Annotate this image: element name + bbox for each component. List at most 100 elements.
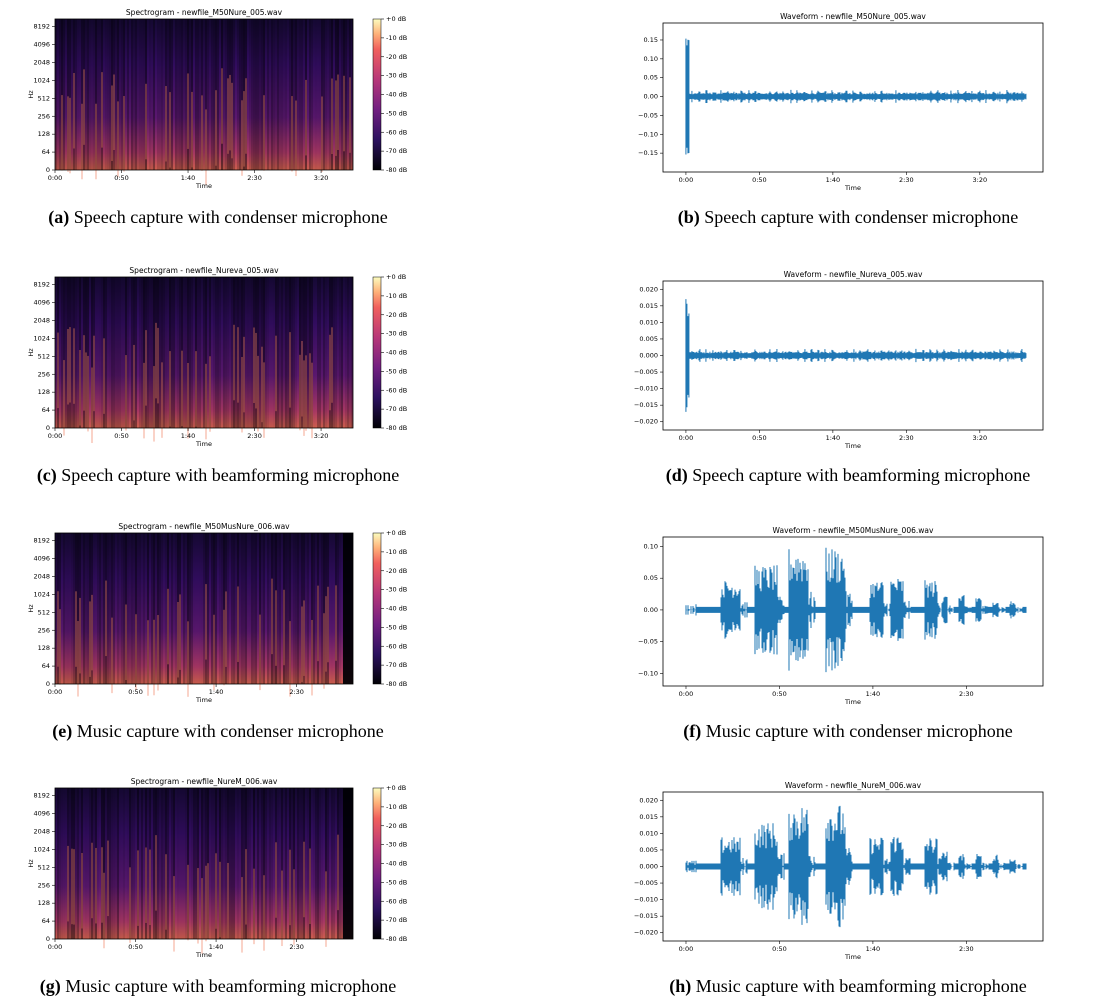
y-tick-label: 128 <box>38 899 50 907</box>
spectrogram-texture <box>243 91 245 166</box>
x-tick-label: 3:20 <box>314 432 329 440</box>
spectrogram-texture <box>157 615 159 691</box>
spectrogram-texture <box>249 533 251 684</box>
plot-title: Waveform - newfile_M50MusNure_006.wav <box>773 526 934 535</box>
colorbar-tick-label: -10 dB <box>386 803 407 811</box>
spectrogram-texture <box>109 788 111 939</box>
colorbar-tick-label: -50 dB <box>386 878 407 886</box>
y-tick-label: 0 <box>46 680 50 688</box>
x-axis-label: Time <box>844 698 861 706</box>
spectrogram-texture <box>319 277 321 428</box>
spectrogram-texture <box>99 277 101 428</box>
colorbar-tick-label: -80 dB <box>386 680 407 688</box>
spectrogram-texture <box>299 355 301 431</box>
y-tick-label: 1024 <box>33 845 50 853</box>
y-tick-label: 1024 <box>33 76 50 84</box>
spectrogram-texture <box>279 277 281 428</box>
x-tick-label: 2:30 <box>247 174 262 182</box>
spectrogram-texture <box>341 788 343 939</box>
colorbar-tick-label: +0 dB <box>386 273 406 281</box>
spectrogram-texture <box>255 333 257 409</box>
spectrogram-texture <box>229 788 231 939</box>
spectrogram-texture <box>341 19 343 170</box>
x-tick-label: 0:50 <box>114 432 129 440</box>
spectrogram-texture <box>171 19 173 170</box>
x-tick-label: 2:30 <box>959 690 974 698</box>
spectrogram-texture <box>205 584 207 660</box>
spectrogram-texture <box>311 788 313 939</box>
spectrogram-texture <box>209 19 211 170</box>
x-tick-label: 0:00 <box>679 945 694 953</box>
x-tick-label: 0:00 <box>48 174 63 182</box>
spectrogram-texture <box>67 846 69 922</box>
spectrogram-texture <box>177 277 179 428</box>
waveform-trace <box>686 39 1026 155</box>
spectrogram-texture <box>59 277 61 428</box>
spectrogram-texture <box>75 591 77 667</box>
spectrogram-texture <box>159 19 161 170</box>
spectrogram-texture <box>153 788 155 939</box>
y-axis-label: Hz <box>27 90 35 99</box>
spectrogram-texture <box>213 788 215 939</box>
caption-label: (g) <box>40 976 61 997</box>
spectrogram-texture <box>269 533 271 684</box>
caption-label: (b) <box>678 207 700 228</box>
y-tick-label: 64 <box>42 148 50 156</box>
spectrogram-texture <box>305 788 307 939</box>
spectrogram-texture <box>187 73 189 148</box>
spectrogram-texture <box>307 533 309 684</box>
x-tick-label: 2:30 <box>899 434 914 442</box>
spectrogram-texture <box>219 862 221 938</box>
y-tick-label: 0.005 <box>639 846 658 854</box>
spectrogram-texture <box>131 788 133 939</box>
spectrogram-texture <box>331 79 333 154</box>
y-tick-label: 4096 <box>33 555 50 563</box>
spectrogram-texture <box>283 19 285 170</box>
spectrogram-texture <box>345 277 347 428</box>
spectrogram-texture <box>321 277 323 428</box>
plot-title: Spectrogram - newfile_NureM_006.wav <box>131 777 278 786</box>
spectrogram-texture <box>161 533 163 684</box>
spectrogram-texture <box>201 277 203 428</box>
y-tick-label: 1024 <box>33 334 50 342</box>
y-tick-label: −0.010 <box>634 385 658 393</box>
spectrogram-texture <box>65 533 67 684</box>
spectrogram-texture <box>159 533 161 684</box>
spectrogram-texture <box>71 533 73 684</box>
spectrogram-texture <box>89 19 91 170</box>
y-axis-label: Hz <box>27 859 35 868</box>
spectrogram-texture <box>87 788 89 939</box>
spectrogram-texture <box>141 533 143 684</box>
spectrogram-texture <box>257 356 259 432</box>
spectrogram-texture <box>113 788 115 939</box>
spectrogram-texture <box>93 19 95 170</box>
colorbar-tick-label: -30 dB <box>386 841 407 849</box>
spectrogram-texture <box>235 533 237 684</box>
spectrogram-texture <box>321 533 323 684</box>
spectrogram-texture <box>307 277 309 428</box>
x-tick-label: 0:00 <box>48 943 63 951</box>
colorbar-tick-label: -30 dB <box>386 330 407 338</box>
spectrogram-texture <box>157 788 159 939</box>
spectrogram-texture <box>321 96 323 172</box>
spectrogram-texture <box>297 788 299 939</box>
spectrogram-texture <box>183 788 185 939</box>
spectrogram-texture <box>251 277 253 428</box>
spectrogram-texture <box>303 842 305 918</box>
spectrogram-texture <box>121 19 123 170</box>
spectrogram-texture <box>57 591 59 667</box>
spectrogram-texture <box>191 92 193 168</box>
x-tick-label: 0:00 <box>679 434 694 442</box>
spectrogram-texture <box>97 19 99 170</box>
y-tick-label: 8192 <box>33 537 50 545</box>
spectrogram-texture <box>263 533 265 684</box>
spectrogram-texture <box>121 277 123 428</box>
spectrogram-texture <box>81 533 83 684</box>
spectrogram-texture <box>137 533 139 684</box>
spectrogram-texture <box>145 330 147 406</box>
spectrogram-texture <box>189 19 191 170</box>
spectrogram-texture <box>223 610 225 686</box>
spectrogram-texture <box>129 533 131 684</box>
spectrogram-texture <box>327 788 329 939</box>
x-tick-label: 3:20 <box>973 176 988 184</box>
